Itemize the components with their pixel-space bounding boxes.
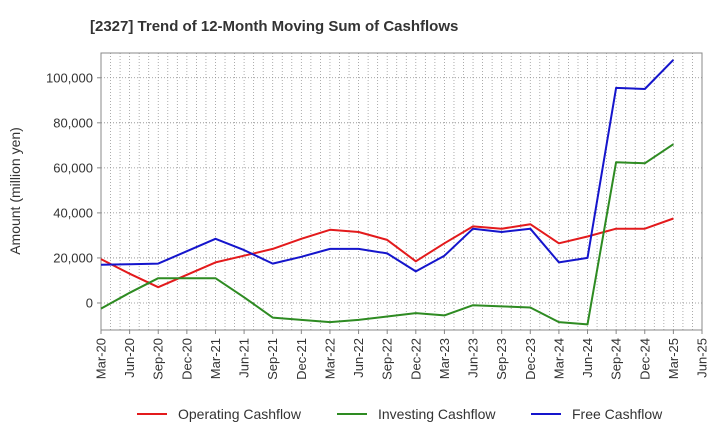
y-axis-label: Amount (million yen)	[7, 127, 23, 255]
x-tick-label: Mar-22	[322, 338, 337, 379]
plot-area	[100, 52, 703, 331]
x-tick-label: Mar-24	[551, 338, 566, 379]
series-line-0	[100, 217, 674, 289]
series-line-2	[100, 59, 675, 273]
y-tick-label: 60,000	[53, 160, 93, 175]
y-tick-label: 100,000	[46, 70, 93, 85]
x-tick-label: Jun-22	[351, 338, 366, 378]
x-tick-label: Dec-22	[408, 338, 423, 380]
x-tick-label: Sep-23	[494, 338, 509, 380]
x-tick-label: Sep-24	[609, 338, 624, 380]
x-tick-label: Sep-22	[380, 338, 395, 380]
x-tick-label: Dec-21	[294, 338, 309, 380]
y-tick-label: 40,000	[53, 205, 93, 220]
series-line-1	[100, 143, 674, 326]
y-tick-label: 0	[86, 295, 93, 310]
x-tick-label: Mar-21	[208, 338, 223, 379]
legend-label: Investing Cashflow	[378, 406, 496, 422]
x-tick-label: Sep-20	[151, 338, 166, 380]
legend: Operating Cashflow Investing Cashflow Free…	[137, 406, 663, 422]
x-tick-label: Jun-25	[695, 338, 710, 378]
legend-label: Operating Cashflow	[178, 406, 302, 422]
x-tick-label: Jun-21	[237, 338, 252, 378]
x-tick-label: Mar-23	[437, 338, 452, 379]
chart-title: [2327] Trend of 12-Month Moving Sum of C…	[90, 18, 458, 35]
x-tick-label: Dec-20	[179, 338, 194, 380]
y-tick-label: 20,000	[53, 250, 93, 265]
y-axis: 0 20,000 40,000 60,000 80,000 100,000	[46, 70, 101, 310]
x-axis: Mar-20 Jun-20 Sep-20 Dec-20 Mar-21 Jun-21 Sep-…	[94, 330, 710, 380]
x-tick-label: Dec-24	[637, 338, 652, 380]
x-tick-label: Mar-20	[94, 338, 109, 379]
grid	[101, 53, 702, 330]
legend-label: Free Cashflow	[572, 406, 663, 422]
x-tick-label: Jun-23	[466, 338, 481, 378]
x-tick-label: Dec-23	[523, 338, 538, 380]
y-tick-label: 80,000	[53, 115, 93, 130]
series-lines	[100, 59, 675, 326]
x-tick-label: Jun-24	[580, 338, 595, 378]
x-tick-label: Mar-25	[666, 338, 681, 379]
x-tick-label: Jun-20	[122, 338, 137, 378]
x-tick-label: Sep-21	[265, 338, 280, 380]
